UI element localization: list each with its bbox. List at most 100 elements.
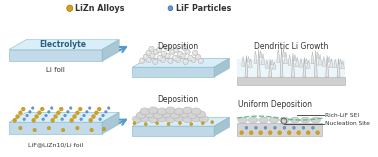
Circle shape bbox=[161, 51, 166, 57]
Circle shape bbox=[59, 107, 63, 111]
Circle shape bbox=[141, 60, 142, 61]
Circle shape bbox=[268, 131, 272, 135]
Circle shape bbox=[159, 57, 160, 58]
Polygon shape bbox=[326, 55, 328, 77]
Circle shape bbox=[33, 128, 36, 132]
Circle shape bbox=[165, 53, 170, 59]
Polygon shape bbox=[272, 62, 276, 69]
Ellipse shape bbox=[149, 116, 158, 123]
Circle shape bbox=[97, 107, 101, 111]
Circle shape bbox=[90, 128, 93, 132]
Polygon shape bbox=[306, 60, 310, 68]
Polygon shape bbox=[260, 51, 262, 58]
Circle shape bbox=[195, 54, 201, 60]
Circle shape bbox=[245, 126, 248, 129]
Polygon shape bbox=[214, 117, 229, 136]
Circle shape bbox=[157, 55, 163, 61]
Polygon shape bbox=[288, 55, 291, 65]
Circle shape bbox=[61, 128, 65, 132]
Circle shape bbox=[169, 60, 170, 61]
Circle shape bbox=[158, 49, 159, 50]
Text: Uniform Deposition: Uniform Deposition bbox=[239, 100, 312, 109]
Circle shape bbox=[192, 50, 198, 56]
Circle shape bbox=[274, 126, 276, 129]
Text: Nucleation Site: Nucleation Site bbox=[325, 122, 370, 127]
Circle shape bbox=[192, 58, 194, 60]
Polygon shape bbox=[303, 57, 306, 77]
Circle shape bbox=[166, 47, 168, 48]
Circle shape bbox=[88, 107, 91, 109]
Ellipse shape bbox=[157, 108, 167, 115]
Circle shape bbox=[99, 118, 102, 121]
Circle shape bbox=[51, 118, 54, 122]
Circle shape bbox=[64, 114, 67, 117]
Polygon shape bbox=[341, 61, 344, 69]
Circle shape bbox=[293, 126, 295, 129]
Circle shape bbox=[182, 45, 187, 51]
Circle shape bbox=[153, 49, 159, 55]
Ellipse shape bbox=[311, 117, 321, 123]
Polygon shape bbox=[132, 67, 214, 77]
Circle shape bbox=[26, 114, 28, 117]
Polygon shape bbox=[237, 77, 345, 85]
Text: LiF@LiZn10/Li foil: LiF@LiZn10/Li foil bbox=[28, 142, 83, 147]
Circle shape bbox=[47, 126, 51, 130]
Circle shape bbox=[175, 49, 177, 50]
Circle shape bbox=[42, 118, 45, 121]
Circle shape bbox=[37, 111, 41, 115]
Polygon shape bbox=[291, 53, 294, 77]
Circle shape bbox=[67, 5, 73, 11]
Ellipse shape bbox=[183, 107, 192, 114]
Bar bbox=[237, 123, 322, 136]
Circle shape bbox=[180, 53, 186, 59]
Circle shape bbox=[264, 126, 267, 129]
Polygon shape bbox=[322, 57, 325, 66]
Ellipse shape bbox=[269, 117, 279, 123]
Polygon shape bbox=[280, 48, 283, 77]
Ellipse shape bbox=[140, 108, 150, 115]
Circle shape bbox=[259, 131, 263, 135]
Circle shape bbox=[189, 57, 191, 58]
Circle shape bbox=[15, 115, 19, 119]
Circle shape bbox=[21, 107, 25, 111]
Circle shape bbox=[197, 56, 198, 57]
Circle shape bbox=[161, 58, 163, 60]
Circle shape bbox=[278, 131, 282, 135]
Circle shape bbox=[151, 54, 153, 56]
Polygon shape bbox=[254, 51, 257, 63]
Polygon shape bbox=[9, 122, 102, 134]
Circle shape bbox=[61, 118, 64, 121]
Circle shape bbox=[56, 111, 60, 115]
Circle shape bbox=[133, 122, 136, 125]
Polygon shape bbox=[317, 52, 319, 58]
Polygon shape bbox=[277, 49, 280, 62]
Polygon shape bbox=[295, 57, 299, 66]
Polygon shape bbox=[9, 40, 119, 49]
Circle shape bbox=[200, 60, 201, 61]
Circle shape bbox=[146, 50, 151, 56]
Circle shape bbox=[211, 121, 214, 124]
Polygon shape bbox=[271, 60, 274, 65]
Ellipse shape bbox=[170, 112, 180, 119]
Polygon shape bbox=[311, 52, 314, 64]
Circle shape bbox=[146, 57, 151, 63]
Circle shape bbox=[172, 55, 178, 61]
Ellipse shape bbox=[179, 111, 189, 118]
Circle shape bbox=[19, 126, 22, 130]
Polygon shape bbox=[284, 52, 287, 64]
Text: LiZn Alloys: LiZn Alloys bbox=[76, 4, 125, 13]
Polygon shape bbox=[334, 59, 337, 68]
Polygon shape bbox=[214, 58, 229, 77]
Ellipse shape bbox=[238, 117, 247, 123]
Circle shape bbox=[70, 107, 72, 109]
Polygon shape bbox=[329, 59, 333, 67]
Circle shape bbox=[181, 54, 183, 56]
Circle shape bbox=[70, 118, 74, 122]
Circle shape bbox=[175, 57, 181, 63]
Text: Deposition: Deposition bbox=[157, 41, 198, 51]
Polygon shape bbox=[314, 51, 317, 77]
Circle shape bbox=[283, 126, 286, 129]
Circle shape bbox=[201, 122, 204, 125]
Circle shape bbox=[147, 52, 149, 53]
Circle shape bbox=[194, 52, 195, 53]
